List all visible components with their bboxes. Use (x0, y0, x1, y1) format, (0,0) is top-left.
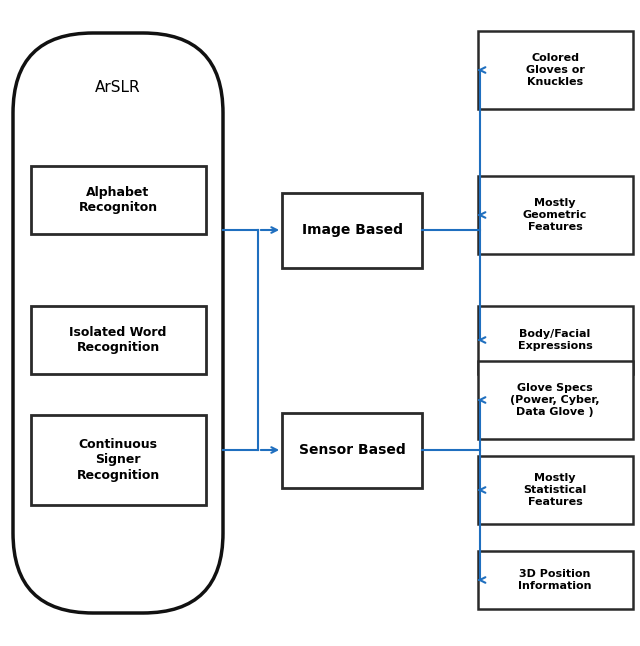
FancyBboxPatch shape (31, 306, 205, 374)
FancyBboxPatch shape (477, 306, 632, 374)
Text: Colored
Gloves or
Knuckles: Colored Gloves or Knuckles (525, 54, 584, 87)
Text: 3D Position
Information: 3D Position Information (518, 569, 592, 591)
FancyBboxPatch shape (477, 551, 632, 609)
Text: Glove Specs
(Power, Cyber,
Data Glove ): Glove Specs (Power, Cyber, Data Glove ) (510, 383, 600, 417)
FancyBboxPatch shape (477, 456, 632, 524)
Text: Mostly
Statistical
Features: Mostly Statistical Features (524, 474, 587, 506)
Text: Body/Facial
Expressions: Body/Facial Expressions (518, 329, 593, 351)
Text: Isolated Word
Recognition: Isolated Word Recognition (69, 326, 166, 354)
Text: Sensor Based: Sensor Based (299, 443, 405, 457)
FancyBboxPatch shape (13, 33, 223, 613)
Text: ArSLR: ArSLR (95, 81, 141, 96)
Text: Continuous
Signer
Recognition: Continuous Signer Recognition (76, 439, 159, 481)
Text: Image Based: Image Based (301, 223, 403, 237)
FancyBboxPatch shape (477, 361, 632, 439)
FancyBboxPatch shape (477, 31, 632, 109)
FancyBboxPatch shape (282, 193, 422, 267)
FancyBboxPatch shape (282, 413, 422, 488)
FancyBboxPatch shape (31, 166, 205, 234)
Text: Mostly
Geometric
Features: Mostly Geometric Features (523, 198, 587, 232)
FancyBboxPatch shape (477, 176, 632, 254)
Text: Alphabet
Recogniton: Alphabet Recogniton (79, 186, 157, 214)
FancyBboxPatch shape (31, 415, 205, 505)
